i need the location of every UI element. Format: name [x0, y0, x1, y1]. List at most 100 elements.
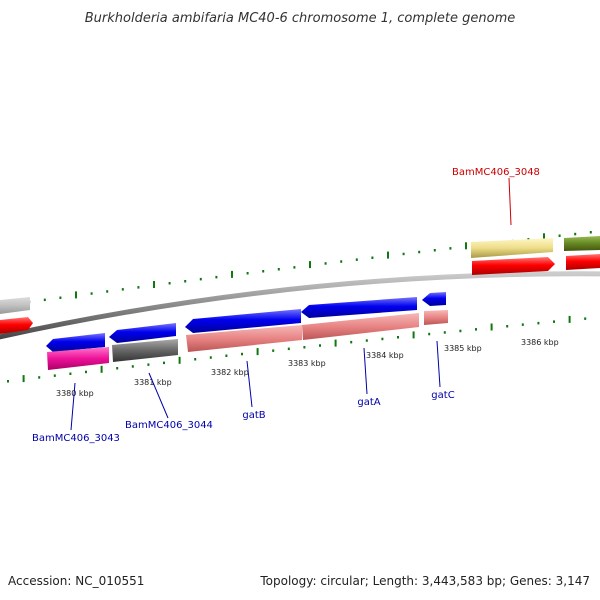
tick-mark-inner	[85, 370, 87, 374]
tick-mark-inner	[131, 365, 134, 368]
tick-mark-inner	[163, 361, 165, 365]
tick-mark-inner	[147, 363, 150, 366]
tick-mark-inner	[53, 374, 56, 377]
tick-mark-outer	[340, 260, 343, 263]
gene-label-BamMC406_3043[interactable]: BamMC406_3043	[32, 433, 120, 444]
tick-mark-inner	[490, 323, 493, 331]
tick-mark-outer	[465, 242, 467, 250]
tick-mark-inner	[241, 352, 243, 356]
map-title: Burkholderia ambifaria MC40-6 chromosome…	[85, 11, 515, 26]
tick-mark-outer	[543, 233, 545, 241]
tick-mark-outer	[168, 282, 171, 285]
tick-mark-outer	[558, 234, 561, 237]
tick-mark-inner	[428, 332, 431, 336]
tick-mark-outer	[418, 250, 421, 254]
tick-mark-outer	[75, 291, 77, 299]
tick-mark-inner	[69, 372, 72, 375]
tick-mark-inner	[381, 337, 384, 341]
tick-marks-inner	[7, 315, 587, 383]
tick-mark-inner	[22, 375, 25, 383]
feature-gene-3048-cds[interactable]	[471, 238, 553, 258]
gene-label-BamMC406_3048[interactable]: BamMC406_3048	[452, 167, 540, 178]
tick-mark-outer	[246, 272, 249, 275]
tick-mark-outer	[402, 252, 405, 256]
tick-mark-inner	[412, 331, 415, 339]
tick-mark-inner	[568, 315, 571, 323]
feature-gene-3048[interactable]	[472, 257, 555, 275]
tick-mark-outer	[184, 280, 187, 283]
tick-mark-inner	[303, 346, 306, 349]
tick-mark-inner	[7, 380, 9, 383]
tick-mark-outer	[449, 247, 452, 250]
genome-backbone	[0, 271, 600, 340]
feature-gene-gatA[interactable]	[301, 297, 417, 318]
tick-mark-outer	[231, 270, 233, 278]
tick-mark-inner	[334, 339, 337, 347]
tick-mark-outer	[137, 286, 140, 289]
tick-mark-inner	[194, 358, 197, 361]
feature-gene-3044[interactable]	[109, 323, 176, 343]
gene-label-BamMC406_3044[interactable]: BamMC406_3044	[125, 420, 213, 431]
tick-label-3385: 3385 kbp	[444, 344, 482, 353]
tick-mark-outer	[43, 298, 46, 302]
feature-track	[0, 236, 600, 370]
feature-gene-edge-red-right[interactable]	[566, 254, 600, 270]
tick-mark-inner	[397, 336, 399, 339]
tick-label-3380: 3380 kbp	[56, 389, 94, 398]
tick-mark-inner	[537, 321, 540, 325]
tick-mark-inner	[319, 344, 321, 347]
tick-mark-inner	[506, 325, 509, 328]
feature-cds-gatA[interactable]	[302, 313, 419, 340]
feature-cds-gatB[interactable]	[186, 325, 302, 352]
tick-mark-outer	[121, 288, 124, 291]
tick-mark-inner	[256, 348, 259, 356]
tick-mark-inner	[209, 356, 212, 359]
tick-label-3383: 3383 kbp	[288, 359, 326, 368]
tick-mark-outer	[387, 251, 389, 259]
tick-mark-outer	[153, 281, 155, 288]
tick-mark-inner	[178, 356, 181, 364]
tick-mark-inner	[521, 323, 524, 326]
tick-mark-outer	[262, 270, 265, 273]
tick-mark-outer	[293, 266, 296, 269]
feature-gene-edge-red[interactable]	[0, 317, 33, 334]
tick-mark-outer	[371, 256, 374, 259]
tick-mark-outer	[59, 296, 62, 299]
gene-label-gatC[interactable]: gatC	[431, 390, 454, 401]
tick-mark-outer	[589, 231, 592, 234]
tick-mark-inner	[272, 349, 275, 352]
gene-label-gatA[interactable]: gatA	[357, 397, 380, 408]
tick-mark-inner	[475, 328, 477, 331]
gene-label-leaders	[70, 177, 512, 431]
feature-gene-3043[interactable]	[46, 333, 105, 352]
tick-mark-outer	[309, 261, 311, 269]
tick-mark-inner	[443, 331, 446, 334]
tick-mark-outer	[277, 268, 280, 271]
tick-mark-inner	[225, 354, 228, 357]
tick-label-3386: 3386 kbp	[521, 338, 559, 347]
tick-label-3382: 3382 kbp	[211, 368, 249, 377]
tick-mark-outer	[433, 249, 436, 252]
tick-mark-outer	[106, 290, 109, 293]
tick-mark-outer	[574, 232, 577, 236]
accession-text: Accession: NC_010551	[8, 574, 145, 588]
tick-mark-inner	[38, 376, 41, 379]
tick-mark-inner	[116, 367, 119, 370]
feature-cds-3043[interactable]	[47, 347, 109, 370]
tick-mark-outer	[215, 275, 218, 279]
tick-mark-outer	[324, 262, 327, 265]
tick-mark-outer	[199, 277, 202, 281]
feature-gene-gatB[interactable]	[185, 309, 301, 333]
feature-gene-edge-grey[interactable]	[0, 297, 30, 314]
gene-labels: BamMC406_3048 BamMC406_3043 BamMC406_304…	[32, 167, 540, 444]
genome-summary-text: Topology: circular; Length: 3,443,583 bp…	[260, 574, 590, 588]
feature-gene-gatC[interactable]	[422, 292, 446, 306]
tick-mark-inner	[287, 347, 290, 351]
feature-gene-edge-olive[interactable]	[564, 236, 600, 251]
tick-mark-outer	[90, 292, 93, 295]
gene-label-gatB[interactable]: gatB	[242, 410, 265, 421]
feature-cds-3044[interactable]	[112, 339, 178, 362]
feature-cds-gatC[interactable]	[424, 310, 448, 325]
tick-mark-inner	[553, 320, 555, 323]
